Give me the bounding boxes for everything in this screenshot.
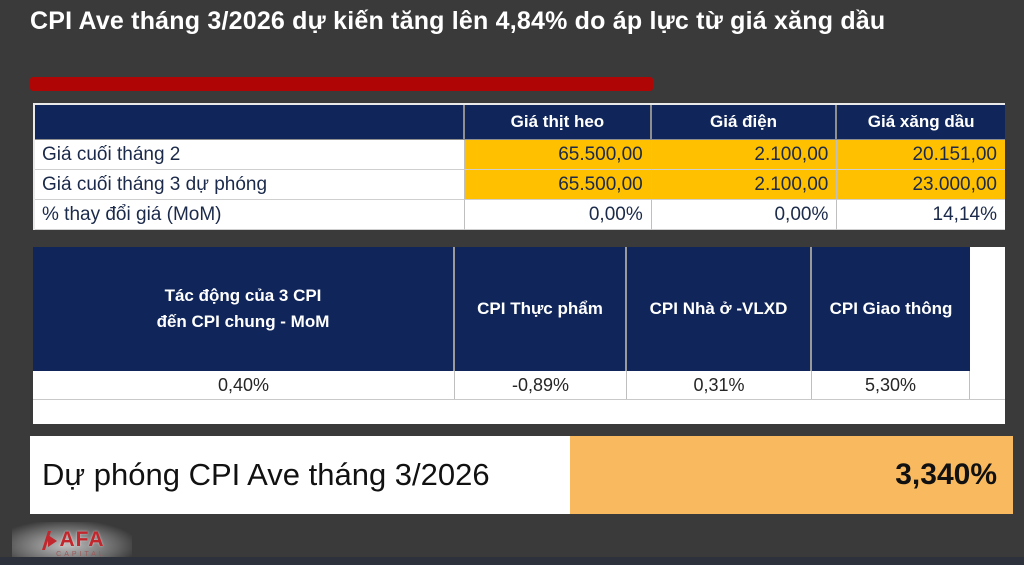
- forecast-banner-label: Dự phóng CPI Ave tháng 3/2026: [30, 436, 570, 514]
- title-underline-bar: [30, 77, 653, 91]
- price-table-header-row: Giá thịt heo Giá điện Giá xăng dầu: [35, 105, 1005, 140]
- row-label-end-mar-forecast: Giá cuối tháng 3 dự phóng: [35, 170, 466, 200]
- cell-value: 23.000,00: [837, 170, 1005, 200]
- impact-table-header-food: CPI Thực phẩm: [455, 247, 625, 371]
- cell-value: 0,40%: [33, 371, 455, 399]
- price-table-header-fuel: Giá xăng dầu: [837, 105, 1005, 140]
- price-table-header-pork: Giá thịt heo: [465, 105, 652, 140]
- impact-table-header-spacer: [970, 247, 1005, 371]
- price-table-corner-cell: [35, 105, 466, 140]
- cell-value: 14,14%: [837, 200, 1005, 230]
- impact-table-blank-row: [33, 400, 1005, 424]
- forecast-banner: Dự phóng CPI Ave tháng 3/2026 3,340%: [30, 436, 1013, 514]
- cell-value: 2.100,00: [651, 140, 838, 170]
- cell-value: 0,00%: [465, 200, 652, 230]
- bottom-bar: [0, 557, 1024, 565]
- impact-table-header-transport: CPI Giao thông: [812, 247, 970, 371]
- impact-table-header-main: Tác động của 3 CPI đến CPI chung - MoM: [33, 247, 453, 371]
- cell-value: 2.100,00: [651, 170, 838, 200]
- row-label-mom-change: % thay đổi giá (MoM): [35, 200, 466, 230]
- cell-value: 5,30%: [812, 371, 970, 399]
- impact-table-values-row: 0,40% -0,89% 0,31% 5,30%: [33, 371, 1005, 400]
- logo-subtitle: CAPITAL: [56, 551, 106, 558]
- page-title: CPI Ave tháng 3/2026 dự kiến tăng lên 4,…: [30, 7, 886, 35]
- cell-value: 65.500,00: [465, 170, 652, 200]
- table-row: Giá cuối tháng 2 65.500,00 2.100,00 20.1…: [35, 140, 1005, 170]
- afa-logo-icon: [41, 530, 57, 550]
- cell-value: 20.151,00: [837, 140, 1005, 170]
- price-table: Giá thịt heo Giá điện Giá xăng dầu Giá c…: [33, 103, 1005, 230]
- price-table-body: Giá cuối tháng 2 65.500,00 2.100,00 20.1…: [35, 140, 1005, 230]
- impact-header-line2: đến CPI chung - MoM: [156, 312, 330, 331]
- forecast-banner-value: 3,340%: [570, 436, 1013, 514]
- row-label-end-feb: Giá cuối tháng 2: [35, 140, 466, 170]
- impact-table-header-housing: CPI Nhà ở -VLXD: [627, 247, 810, 371]
- table-row: % thay đổi giá (MoM) 0,00% 0,00% 14,14%: [35, 200, 1005, 230]
- price-table-header-electricity: Giá điện: [651, 105, 838, 140]
- logo-row: AFA: [40, 529, 105, 550]
- cell-value: 0,00%: [651, 200, 838, 230]
- impact-table: Tác động của 3 CPI đến CPI chung - MoM C…: [33, 247, 1005, 424]
- cell-spacer: [970, 371, 1005, 399]
- table-row: Giá cuối tháng 3 dự phóng 65.500,00 2.10…: [35, 170, 1005, 200]
- impact-header-line1: Tác động của 3 CPI: [164, 285, 322, 305]
- logo-wordmark: AFA: [59, 528, 105, 551]
- cell-value: 65.500,00: [465, 140, 652, 170]
- cell-value: 0,31%: [627, 371, 812, 399]
- impact-table-header-row: Tác động của 3 CPI đến CPI chung - MoM C…: [33, 247, 1005, 371]
- cell-value: -0,89%: [455, 371, 627, 399]
